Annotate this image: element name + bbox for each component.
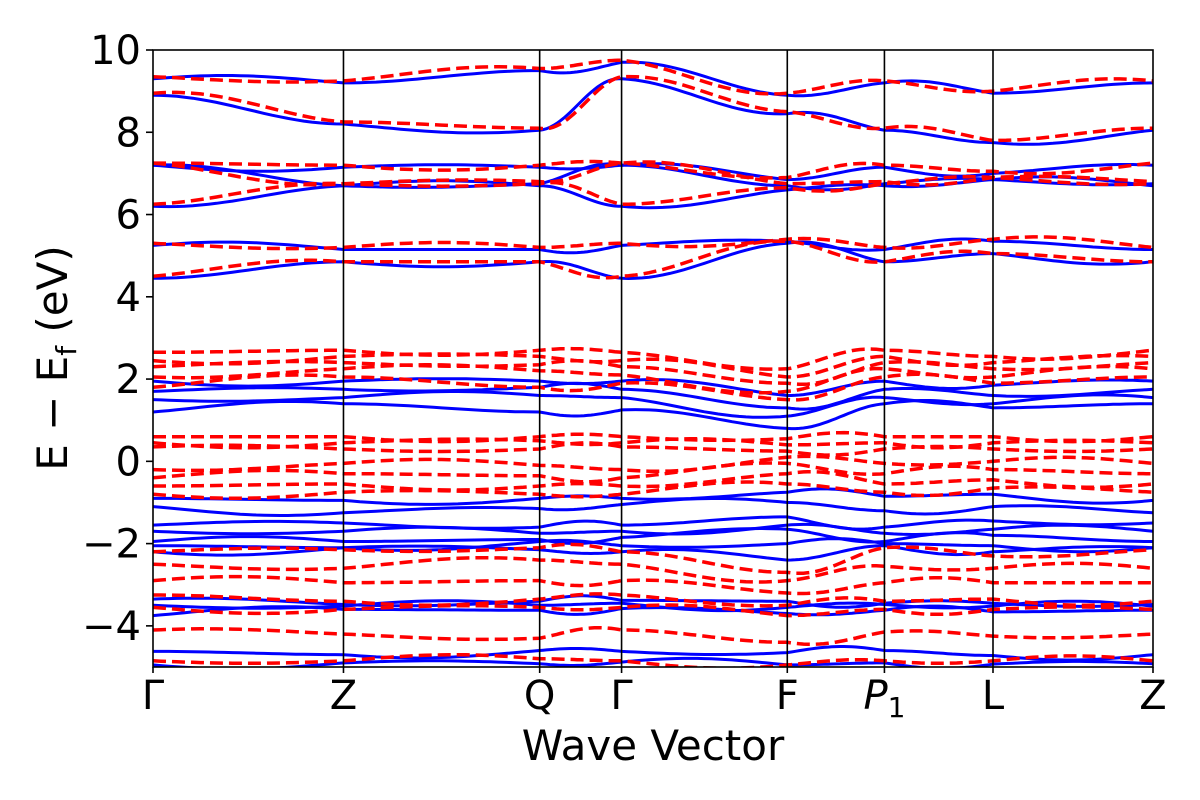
band-line <box>153 487 1153 506</box>
band-line <box>153 358 1153 387</box>
band-line <box>153 526 1153 545</box>
band-line <box>153 653 1153 667</box>
band-line <box>153 594 1153 609</box>
x-tick-label: F <box>776 673 799 719</box>
x-tick-label: L <box>982 673 1005 719</box>
band-line <box>153 346 1153 371</box>
y-tick-label: 6 <box>116 193 141 239</box>
y-axis-title-unit: (eV) <box>28 245 77 346</box>
band-line <box>153 537 1153 554</box>
series-dashed <box>153 58 1153 667</box>
band-line <box>153 469 1153 492</box>
y-axis-title: E − Ef (eV) <box>28 245 83 471</box>
band-line <box>153 604 1153 618</box>
band-line <box>153 515 1153 531</box>
y-axis-title-main: E − E <box>28 356 77 471</box>
band-line <box>153 160 1153 187</box>
band-line <box>153 625 1153 647</box>
band-line <box>153 603 1153 618</box>
y-tick-label: −2 <box>82 522 141 568</box>
band-line <box>153 542 1153 576</box>
band-line <box>153 363 1153 395</box>
band-line <box>153 390 1153 419</box>
x-tick-label: Q <box>524 673 555 719</box>
x-axis-title: Wave Vector <box>522 721 785 770</box>
y-tick-label: 2 <box>116 357 141 403</box>
y-tick-label: 4 <box>116 275 141 321</box>
bands-layer <box>153 58 1153 667</box>
y-tick-label: 8 <box>116 110 141 156</box>
band-line <box>153 77 1153 146</box>
y-tick-label: −4 <box>82 604 141 650</box>
x-tick-label: Z <box>330 673 357 719</box>
plot-frame <box>152 49 1154 668</box>
x-tick-label: Γ <box>142 673 165 719</box>
band-line <box>153 174 1153 207</box>
band-line <box>153 480 1153 500</box>
x-tick-label: Z <box>1139 673 1166 719</box>
y-tick-label: 0 <box>116 439 141 485</box>
kpoint-separators <box>342 50 994 667</box>
band-line <box>153 522 1153 536</box>
band-line <box>153 592 1153 608</box>
band-line <box>153 599 1153 613</box>
x-tick-label: Γ <box>610 673 633 719</box>
band-line <box>153 240 1153 281</box>
band-line <box>153 441 1153 457</box>
band-line <box>153 74 1153 143</box>
band-line <box>153 555 1153 584</box>
y-axis: −4 −2 0 2 4 6 8 10 <box>82 28 153 650</box>
x-axis: Γ Z Q Γ F P1 L Z <box>142 667 1167 724</box>
band-line <box>153 58 1153 96</box>
band-line <box>153 377 1153 397</box>
x-tick-label: P1 <box>863 673 905 724</box>
band-line <box>153 454 1153 474</box>
band-line <box>153 645 1153 662</box>
band-line <box>153 159 1153 180</box>
y-axis-title-sub: f <box>50 345 83 356</box>
y-tick-label: 10 <box>90 28 141 74</box>
band-line <box>153 574 1153 596</box>
band-line <box>153 430 1153 444</box>
band-line <box>153 381 1153 411</box>
band-line <box>153 235 1153 251</box>
band-line <box>153 239 1153 280</box>
